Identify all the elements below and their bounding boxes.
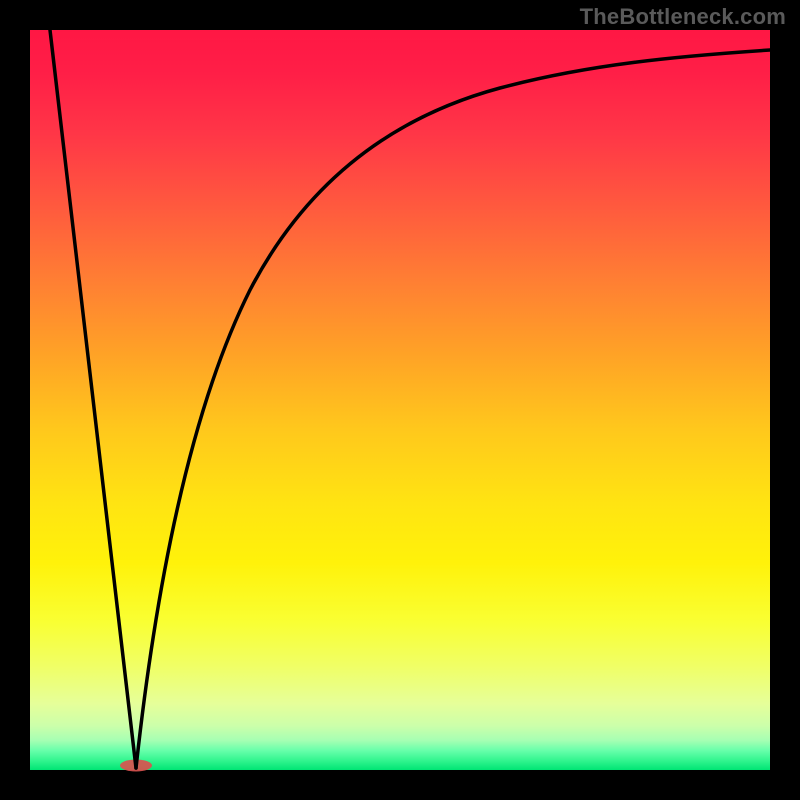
bottleneck-chart: TheBottleneck.com (0, 0, 800, 800)
chart-svg (0, 0, 800, 800)
watermark-text: TheBottleneck.com (580, 4, 786, 30)
plot-area (30, 30, 770, 770)
